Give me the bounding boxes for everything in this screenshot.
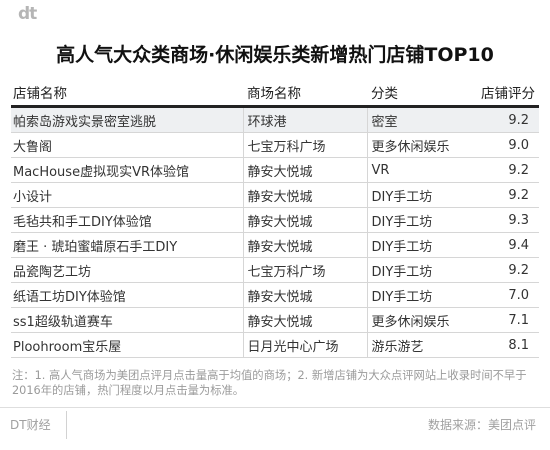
cell-rating: 9.2 xyxy=(469,106,539,133)
cell-category: DIY手工坊 xyxy=(366,207,469,233)
cell-mall-name: 静安大悦城 xyxy=(242,307,367,333)
table-row: MacHouse虚拟现实VR体验馆 静安大悦城 VR 9.2 xyxy=(11,157,539,183)
footer-brand: DT财经 xyxy=(10,418,51,432)
cell-category: 更多休闲娱乐 xyxy=(366,132,469,158)
cell-category: DIY手工坊 xyxy=(366,257,469,283)
table-row: 磨王 · 琥珀蜜蜡原石手工DIY 静安大悦城 DIY手工坊 9.4 xyxy=(11,232,539,258)
cell-rating: 9.2 xyxy=(469,182,539,208)
cell-store-name: 帕索岛游戏实景密室逃脱 xyxy=(11,106,243,133)
cell-mall-name: 日月光中心广场 xyxy=(242,332,367,358)
table-row: Ploohroom宝乐屋 日月光中心广场 游乐游艺 8.1 xyxy=(11,332,539,358)
cell-mall-name: 静安大悦城 xyxy=(242,282,367,308)
footer-rule xyxy=(0,407,550,408)
cell-store-name: ss1超级轨道赛车 xyxy=(11,307,243,333)
cell-mall-name: 环球港 xyxy=(242,106,367,133)
brand-logo: dt xyxy=(18,4,37,24)
cell-mall-name: 静安大悦城 xyxy=(242,182,367,208)
footnote: 注：1. 高人气商场为美团点评月点击量高于均值的商场；2. 新增店铺为大众点评网… xyxy=(12,369,527,397)
table-row: 品瓷陶艺工坊 七宝万科广场 DIY手工坊 9.2 xyxy=(11,257,539,283)
cell-store-name: 大鲁阁 xyxy=(11,132,243,158)
cell-category: DIY手工坊 xyxy=(366,182,469,208)
cell-category: VR xyxy=(366,157,469,183)
cell-category: 密室 xyxy=(366,106,469,133)
footer-divider xyxy=(66,411,67,439)
cell-category: 更多休闲娱乐 xyxy=(366,307,469,333)
cell-store-name: 小设计 xyxy=(11,182,243,208)
cell-mall-name: 七宝万科广场 xyxy=(242,132,367,158)
cell-rating: 9.2 xyxy=(469,257,539,283)
header-category: 分类 xyxy=(367,78,469,108)
table-row: 纸语工坊DIY体验馆 静安大悦城 DIY手工坊 7.0 xyxy=(11,282,539,308)
cell-store-name: Ploohroom宝乐屋 xyxy=(11,332,243,358)
header-store-name: 店铺名称 xyxy=(11,78,243,108)
cell-mall-name: 静安大悦城 xyxy=(242,207,367,233)
table-row: ss1超级轨道赛车 静安大悦城 更多休闲娱乐 7.1 xyxy=(11,307,539,333)
table-header-row: 店铺名称 商场名称 分类 店铺评分 xyxy=(11,78,539,108)
footer-source: 数据来源：美团点评 xyxy=(427,418,536,432)
cell-rating: 7.1 xyxy=(469,307,539,333)
cell-category: DIY手工坊 xyxy=(366,282,469,308)
cell-store-name: 纸语工坊DIY体验馆 xyxy=(11,282,243,308)
cell-category: DIY手工坊 xyxy=(366,232,469,258)
cell-store-name: 毛毡共和手工DIY体验馆 xyxy=(11,207,243,233)
table-row: 大鲁阁 七宝万科广场 更多休闲娱乐 9.0 xyxy=(11,132,539,158)
cell-rating: 9.4 xyxy=(469,232,539,258)
cell-mall-name: 七宝万科广场 xyxy=(242,257,367,283)
ranking-table: 店铺名称 商场名称 分类 店铺评分 帕索岛游戏实景密室逃脱 环球港 密室 9.2 大鲁阁… xyxy=(11,78,539,358)
page-title: 高人气大众类商场·休闲娱乐类新增热门店铺TOP10 xyxy=(56,44,494,66)
cell-store-name: MacHouse虚拟现实VR体验馆 xyxy=(11,157,243,183)
cell-store-name: 品瓷陶艺工坊 xyxy=(11,257,243,283)
cell-mall-name: 静安大悦城 xyxy=(242,157,367,183)
header-mall-name: 商场名称 xyxy=(243,78,367,108)
table-row: 小设计 静安大悦城 DIY手工坊 9.2 xyxy=(11,182,539,208)
cell-rating: 9.0 xyxy=(469,132,539,158)
cell-store-name: 磨王 · 琥珀蜜蜡原石手工DIY xyxy=(11,232,243,258)
cell-rating: 9.2 xyxy=(469,157,539,183)
cell-category: 游乐游艺 xyxy=(366,332,469,358)
table-row: 毛毡共和手工DIY体验馆 静安大悦城 DIY手工坊 9.3 xyxy=(11,207,539,233)
table-row: 帕索岛游戏实景密室逃脱 环球港 密室 9.2 xyxy=(11,106,539,133)
cell-rating: 9.3 xyxy=(469,207,539,233)
header-store-rating: 店铺评分 xyxy=(469,78,539,108)
cell-mall-name: 静安大悦城 xyxy=(242,232,367,258)
cell-rating: 7.0 xyxy=(469,282,539,308)
cell-rating: 8.1 xyxy=(469,332,539,358)
